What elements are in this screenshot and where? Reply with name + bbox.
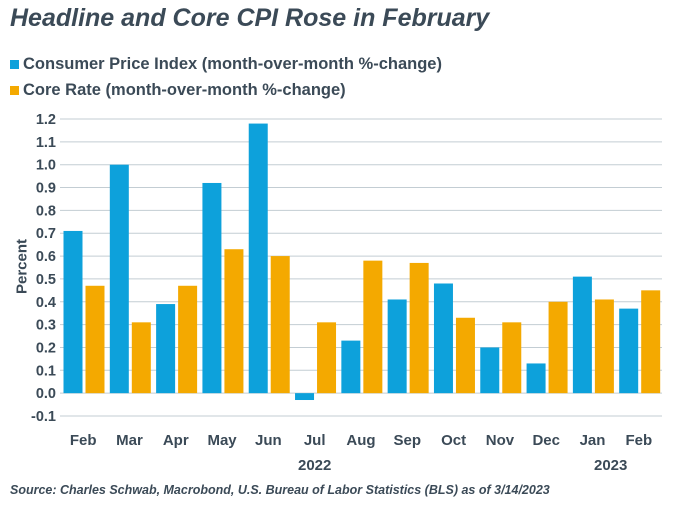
bar-core [594,299,614,394]
bar-cpi [202,182,222,394]
y-tick-label: 1.1 [36,135,56,151]
legend-swatch-core [10,85,19,95]
legend-item-core: Core Rate (month-over-month %-change) [10,77,442,103]
y-tick-label: 0.3 [36,318,56,334]
y-tick-label: 1.0 [36,158,56,174]
bar-core [317,322,337,394]
year-label: 2023 [594,457,627,474]
bar-cpi [341,340,361,394]
y-tick-label: 0.2 [36,340,56,356]
x-tick-label: Sep [394,432,422,449]
bar-cpi [572,276,592,394]
bar-core [455,317,475,394]
x-tick-label: Mar [116,432,143,449]
bar-cpi [63,230,83,394]
source-note: Source: Charles Schwab, Macrobond, U.S. … [10,483,550,497]
bar-cpi [480,347,500,394]
y-tick-label: 0.4 [36,295,56,311]
legend-item-cpi: Consumer Price Index (month-over-month %… [10,51,442,77]
bar-core [502,322,522,394]
y-tick-label: 0.7 [36,226,56,242]
bar-cpi [619,308,639,394]
year-label: 2022 [298,457,331,474]
legend-label-core: Core Rate (month-over-month %-change) [23,80,346,99]
x-tick-label: May [207,432,237,449]
y-tick-label: 1.2 [36,112,56,128]
y-tick-label: -0.1 [31,409,56,425]
x-tick-label: Dec [532,432,560,449]
bar-cpi [109,164,129,394]
bar-core [641,290,661,394]
bar-core [85,285,105,394]
legend-label-cpi: Consumer Price Index (month-over-month %… [23,54,442,73]
x-tick-label: Oct [441,432,466,449]
y-tick-label: 0.6 [36,249,56,265]
bar-core [131,322,151,394]
y-tick-label: 0.0 [36,386,56,402]
x-tick-label: Jun [255,432,282,449]
bar-core [178,285,198,394]
bar-core [548,301,568,394]
bar-chart: 1.2 1.1 1.0 0.9 0.8 0.7 0.6 0.5 0.4 0.3 0.2 0.1 0.0 -… [31,112,662,474]
x-tick-label: Feb [70,432,97,449]
y-tick-label: 0.8 [36,203,56,219]
y-tick-label: 0.9 [36,181,56,197]
y-tick-label: 0.1 [36,363,56,379]
x-tick-label: Nov [486,432,515,449]
x-tick-label: Feb [626,432,653,449]
bar-cpi [433,283,453,394]
bar-cpi [248,123,268,394]
bar-cpi [387,299,407,394]
bar-core [363,260,383,394]
bar-cpi [526,363,546,394]
bar-core [409,262,429,394]
x-tick-label: Jan [580,432,606,449]
bar-cpi [295,393,315,401]
legend-swatch-cpi [10,59,19,69]
bar-cpi [156,304,176,394]
legend: Consumer Price Index (month-over-month %… [10,51,442,103]
bar-core [270,256,290,394]
x-tick-label: Apr [163,432,189,449]
y-tick-label: 0.5 [36,272,56,288]
bar-core [224,249,244,394]
x-tick-label: Aug [346,432,375,449]
chart-title: Headline and Core CPI Rose in February [10,4,490,32]
x-tick-label: Jul [304,432,326,449]
